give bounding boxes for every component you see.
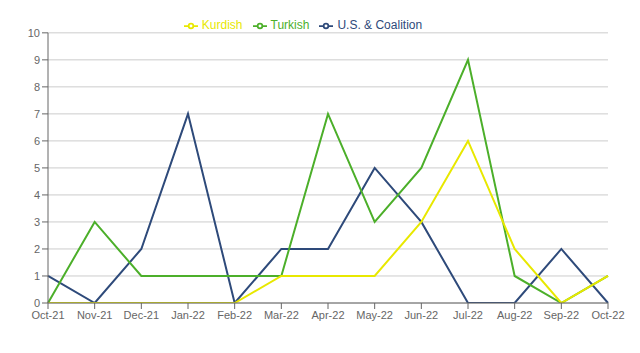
svg-text:Mar-22: Mar-22 — [264, 309, 299, 321]
svg-text:Jan-22: Jan-22 — [171, 309, 205, 321]
html-text:Turkish: Turkish — [270, 18, 310, 32]
svg-text:Sep-22: Sep-22 — [544, 309, 579, 321]
svg-text:Jun-22: Jun-22 — [405, 309, 439, 321]
svg-text:Nov-21: Nov-21 — [77, 309, 112, 321]
svg-text:10: 10 — [28, 27, 40, 39]
svg-text:1: 1 — [34, 270, 40, 282]
svg-text:6: 6 — [34, 135, 40, 147]
svg-text:Jul-22: Jul-22 — [453, 309, 483, 321]
svg-text:7: 7 — [34, 108, 40, 120]
svg-text:0: 0 — [34, 297, 40, 309]
html-text:U.S. & Coalition: U.S. & Coalition — [337, 18, 423, 32]
svg-text:8: 8 — [34, 81, 40, 93]
svg-text:Oct-22: Oct-22 — [591, 309, 624, 321]
svg-text:Aug-22: Aug-22 — [497, 309, 532, 321]
svg-text:Oct-21: Oct-21 — [31, 309, 64, 321]
svg-text:May-22: May-22 — [356, 309, 393, 321]
svg-text:Feb-22: Feb-22 — [217, 309, 252, 321]
svg-text:2: 2 — [34, 243, 40, 255]
svg-text:9: 9 — [34, 54, 40, 66]
svg-text:4: 4 — [34, 189, 40, 201]
html-text:Kurdish: Kurdish — [201, 18, 243, 32]
svg-text:5: 5 — [34, 162, 40, 174]
svg-text:Dec-21: Dec-21 — [124, 309, 159, 321]
svg-text:3: 3 — [34, 216, 40, 228]
svg-text:Apr-22: Apr-22 — [311, 309, 344, 321]
